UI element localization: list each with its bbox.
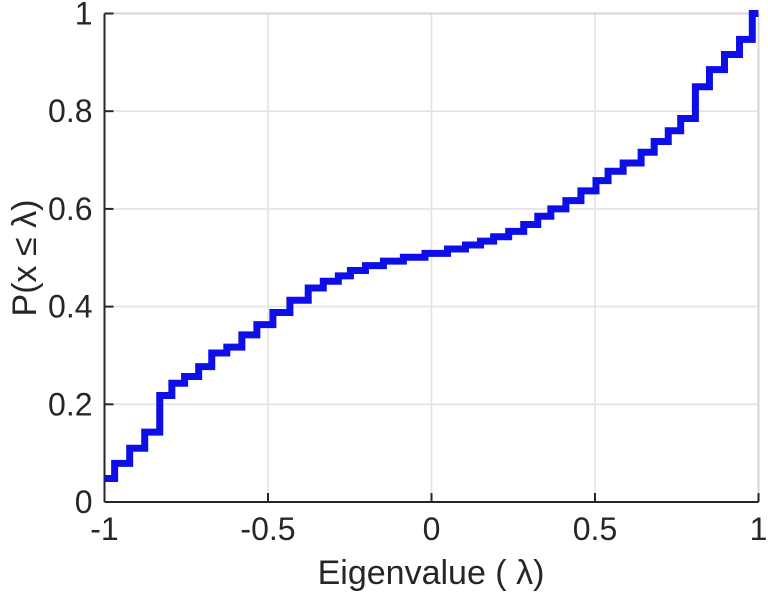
y-tick-label: 0.8 — [48, 93, 92, 129]
x-tick-label: -1 — [90, 511, 118, 547]
y-tick-label: 0.4 — [48, 289, 92, 325]
y-tick-labels: 0 0.2 0.4 0.6 0.8 1 — [48, 0, 92, 520]
x-tick-label: -0.5 — [240, 511, 295, 547]
x-tick-label: 1 — [750, 511, 768, 547]
y-tick-label: 0 — [75, 484, 93, 520]
y-tick-label: 1 — [75, 0, 93, 32]
x-tick-label: 0 — [423, 511, 441, 547]
x-tick-labels: -1 -0.5 0 0.5 1 — [90, 511, 767, 547]
y-axis-label: P(x ≤ λ) — [6, 200, 44, 317]
x-axis-label: Eigenvalue ( λ) — [318, 554, 545, 592]
tick-marks — [103, 12, 760, 503]
plot-frame — [104, 12, 760, 502]
gridlines — [103, 12, 760, 503]
y-tick-label: 0.6 — [48, 191, 92, 227]
ecdf-curve — [104, 10, 759, 483]
y-tick-label: 0.2 — [48, 386, 92, 422]
x-tick-label: 0.5 — [573, 511, 617, 547]
